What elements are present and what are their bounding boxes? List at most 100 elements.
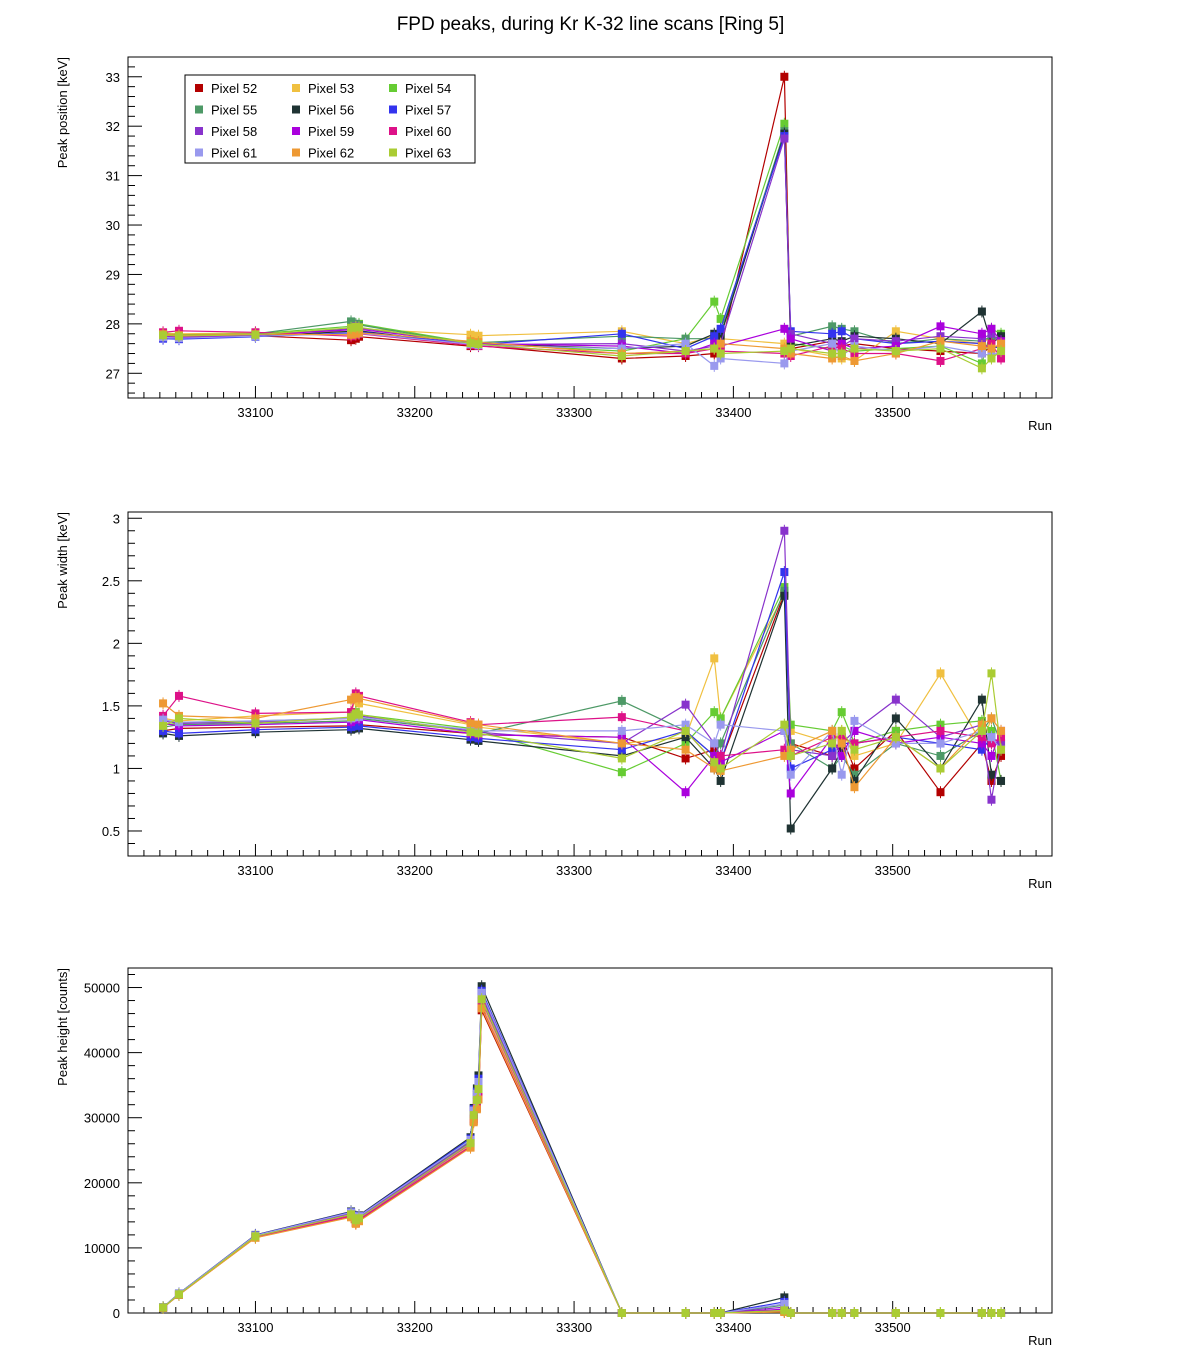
y-tick-label: 1: [113, 761, 120, 776]
data-point: [837, 327, 846, 336]
data-point: [977, 1309, 986, 1317]
x-tick-label: 33200: [397, 863, 433, 878]
data-point: [987, 726, 996, 735]
legend-entry: Pixel 60: [405, 124, 451, 139]
y-tick-label: 32: [106, 119, 120, 134]
plot-frame: [127, 967, 1053, 1314]
data-point: [977, 739, 986, 748]
data-point: [780, 1306, 789, 1315]
legend-marker: [195, 84, 203, 92]
data-point: [837, 770, 846, 779]
data-point: [617, 733, 626, 742]
y-tick-label: 10000: [84, 1241, 120, 1256]
x-tick-label: 33500: [875, 405, 911, 420]
data-point: [786, 751, 795, 760]
data-point: [251, 719, 260, 728]
data-point: [174, 691, 183, 700]
x-tick-label: 33300: [556, 1320, 592, 1335]
data-point: [347, 695, 356, 704]
chart-panel-2: 33100 33200 33300 33400 33500 0.5 1 1.5 2 2.5 3 Run…: [55, 511, 1053, 891]
data-point: [987, 324, 996, 333]
data-point: [837, 349, 846, 358]
data-point: [786, 745, 795, 754]
data-point: [780, 119, 789, 128]
series-line: [162, 673, 1002, 770]
data-point: [681, 700, 690, 709]
data-point: [850, 726, 859, 735]
data-point: [837, 751, 846, 760]
series-line: [162, 1006, 1001, 1314]
x-tick-label: 33100: [237, 405, 273, 420]
data-point: [716, 332, 725, 341]
data-point: [987, 669, 996, 678]
data-point: [977, 307, 986, 316]
data-point: [716, 758, 725, 767]
series-pixel-63: [159, 993, 1006, 1319]
data-point: [780, 347, 789, 356]
data-point: [355, 323, 363, 332]
data-point: [159, 721, 168, 730]
data-point: [997, 1309, 1006, 1317]
series-line: [162, 1003, 1001, 1314]
legend-marker: [195, 127, 203, 135]
x-tick-label: 33200: [397, 405, 433, 420]
data-point: [786, 789, 795, 798]
legend-entry: Pixel 56: [308, 103, 354, 118]
data-point: [469, 1118, 478, 1127]
data-point: [987, 770, 996, 779]
data-point: [987, 776, 996, 785]
legend-marker: [292, 84, 300, 92]
data-point: [466, 719, 475, 728]
data-point: [617, 745, 626, 754]
data-point: [997, 339, 1006, 348]
data-point: [936, 726, 945, 735]
data-point: [780, 568, 789, 577]
data-point: [837, 739, 846, 748]
legend-entry: Pixel 61: [211, 146, 257, 161]
data-point: [828, 322, 837, 331]
series-pixel-59: [159, 712, 1006, 800]
data-point: [355, 710, 363, 719]
data-point: [716, 776, 725, 785]
data-point: [472, 1096, 481, 1105]
data-point: [828, 726, 837, 735]
series-pixel-63: [159, 667, 1006, 775]
legend-entry: Pixel 62: [308, 146, 354, 161]
y-tick-label: 31: [106, 169, 120, 184]
data-point: [681, 726, 690, 735]
data-point: [977, 349, 986, 358]
legend-marker: [389, 105, 397, 114]
chart-panel-3: 33100 33200 33300 33400 33500 0 10000 20000 3000…: [55, 967, 1053, 1348]
data-point: [850, 334, 859, 343]
data-point: [987, 344, 996, 353]
legend-entry: Pixel 53: [308, 81, 354, 96]
x-tick-label: 33300: [556, 863, 592, 878]
data-point: [466, 728, 475, 737]
data-point: [837, 726, 846, 735]
data-point: [997, 726, 1006, 735]
data-point: [977, 745, 986, 754]
data-point: [936, 356, 945, 365]
data-point: [681, 339, 690, 348]
y-tick-label: 28: [106, 317, 120, 332]
data-point: [987, 714, 996, 723]
data-point: [174, 332, 183, 341]
chart-panel-1: 33100 33200 33300 33400 33500 27 28 29 30 31 32 33 R…: [55, 56, 1053, 433]
series-pixel-56: [159, 980, 1006, 1319]
data-point: [936, 788, 945, 797]
data-point: [474, 720, 483, 729]
data-point: [837, 733, 846, 742]
y-tick-label: 3: [113, 511, 120, 526]
series-pixel-57: [159, 130, 1006, 355]
data-point: [617, 1309, 626, 1317]
series-line: [162, 990, 1001, 1314]
data-point: [936, 337, 945, 346]
data-point: [850, 770, 859, 779]
data-point: [716, 349, 725, 358]
series-pixel-59: [159, 994, 1006, 1319]
data-point: [716, 324, 725, 333]
x-tick-label: 33200: [397, 1320, 433, 1335]
series-pixel-62: [159, 1002, 1006, 1319]
legend-box: [184, 74, 476, 164]
data-point: [251, 1232, 260, 1241]
